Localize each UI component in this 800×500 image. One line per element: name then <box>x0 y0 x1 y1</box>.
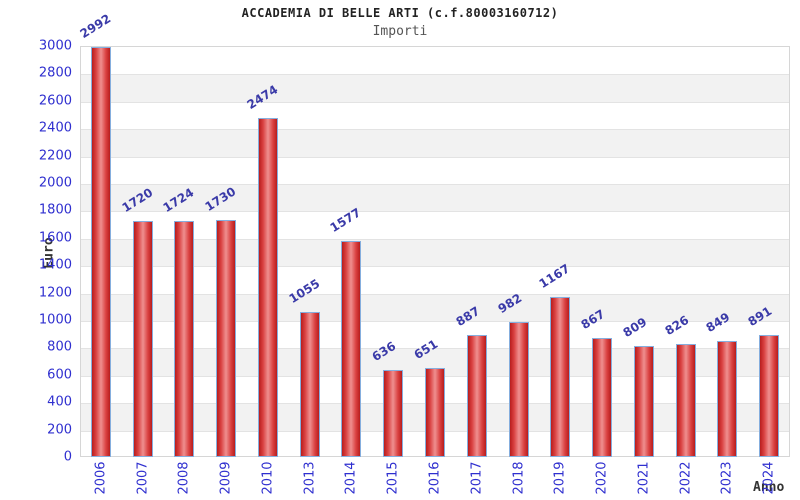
grid-band <box>81 74 789 102</box>
gridline <box>81 321 789 322</box>
bar <box>257 118 278 457</box>
gridline <box>81 184 789 185</box>
x-tick-label: 2023 <box>719 461 735 495</box>
y-tick-label: 800 <box>47 339 72 355</box>
gridline <box>81 266 789 268</box>
gridline <box>81 348 789 350</box>
x-tick-label: 2015 <box>385 461 401 495</box>
gridline <box>81 129 789 131</box>
y-tick-label: 0 <box>63 449 72 465</box>
grid-band <box>81 238 789 267</box>
bar <box>132 221 153 457</box>
x-tick-label: 2014 <box>343 461 359 495</box>
bar <box>341 240 362 457</box>
bar <box>299 312 320 457</box>
x-tick-label: 2021 <box>636 461 652 495</box>
bar <box>550 297 571 457</box>
x-tick-label: 2019 <box>552 461 568 495</box>
y-tick-label: 2800 <box>38 65 72 81</box>
y-tick-label: 400 <box>47 394 72 410</box>
y-tick-label: 2200 <box>38 148 72 164</box>
x-tick-label: 2010 <box>260 461 276 495</box>
gridline <box>81 156 789 158</box>
bar <box>174 220 195 457</box>
x-tick-label: 2022 <box>678 461 694 495</box>
x-tick-label: 2018 <box>511 461 527 495</box>
y-tick-label: 2000 <box>38 175 72 191</box>
plot-area <box>80 46 790 457</box>
x-axis-label: Anno <box>753 480 785 495</box>
y-tick-label: 200 <box>47 422 72 438</box>
y-tick-label: 1000 <box>38 312 72 328</box>
gridline <box>81 211 789 213</box>
gridline <box>81 101 789 103</box>
gridline <box>81 293 789 295</box>
y-tick-label: 1600 <box>38 230 72 246</box>
y-tick-label: 2600 <box>38 93 72 109</box>
bar <box>592 338 613 457</box>
y-tick-label: 2400 <box>38 120 72 136</box>
chart-title: ACCADEMIA DI BELLE ARTI (c.f.80003160712… <box>241 6 559 20</box>
bar <box>383 369 404 457</box>
chart-subtitle: Importi <box>372 24 428 39</box>
y-tick-label: 600 <box>47 367 72 383</box>
x-tick-label: 2024 <box>761 461 777 495</box>
x-tick-label: 2016 <box>427 461 443 495</box>
y-tick-label: 1200 <box>38 285 72 301</box>
x-tick-label: 2013 <box>302 461 318 495</box>
x-tick-label: 2008 <box>176 461 192 495</box>
grid-band <box>81 293 789 321</box>
x-tick-label: 2009 <box>218 461 234 495</box>
bar <box>425 367 445 457</box>
x-tick-label: 2017 <box>469 461 485 495</box>
bar <box>466 335 487 457</box>
bar <box>90 47 111 457</box>
y-tick-label: 3000 <box>38 38 72 54</box>
bar <box>717 340 738 457</box>
gridline <box>81 238 789 240</box>
grid-band <box>81 184 789 212</box>
x-tick-label: 2007 <box>135 461 151 495</box>
bar <box>633 346 654 457</box>
bar <box>759 334 780 457</box>
gridline <box>81 74 789 76</box>
y-tick-label: 1400 <box>38 257 72 273</box>
grid-band <box>81 129 789 157</box>
y-tick-label: 1800 <box>38 202 72 218</box>
bar <box>508 322 529 457</box>
x-tick-label: 2006 <box>93 461 109 495</box>
bar <box>675 343 696 457</box>
x-tick-label: 2020 <box>594 461 610 495</box>
bar <box>216 219 237 457</box>
